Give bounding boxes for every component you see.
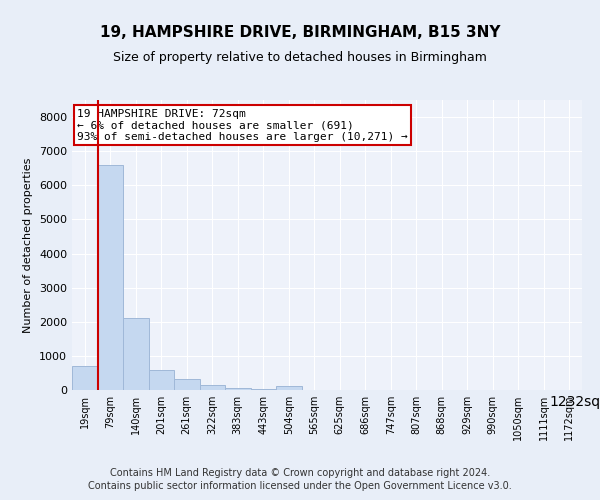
Y-axis label: Number of detached properties: Number of detached properties: [23, 158, 34, 332]
Bar: [276, 386, 302, 390]
Text: 19, HAMPSHIRE DRIVE, BIRMINGHAM, B15 3NY: 19, HAMPSHIRE DRIVE, BIRMINGHAM, B15 3NY: [100, 25, 500, 40]
Bar: [149, 370, 174, 390]
Bar: [72, 366, 97, 390]
Text: Size of property relative to detached houses in Birmingham: Size of property relative to detached ho…: [113, 51, 487, 64]
Bar: [199, 384, 225, 390]
Text: 19 HAMPSHIRE DRIVE: 72sqm
← 6% of detached houses are smaller (691)
93% of semi-: 19 HAMPSHIRE DRIVE: 72sqm ← 6% of detach…: [77, 108, 408, 142]
Bar: [97, 165, 123, 390]
Bar: [174, 380, 199, 390]
Bar: [225, 388, 251, 390]
Bar: [123, 318, 149, 390]
Text: Contains public sector information licensed under the Open Government Licence v3: Contains public sector information licen…: [88, 481, 512, 491]
Text: Contains HM Land Registry data © Crown copyright and database right 2024.: Contains HM Land Registry data © Crown c…: [110, 468, 490, 477]
